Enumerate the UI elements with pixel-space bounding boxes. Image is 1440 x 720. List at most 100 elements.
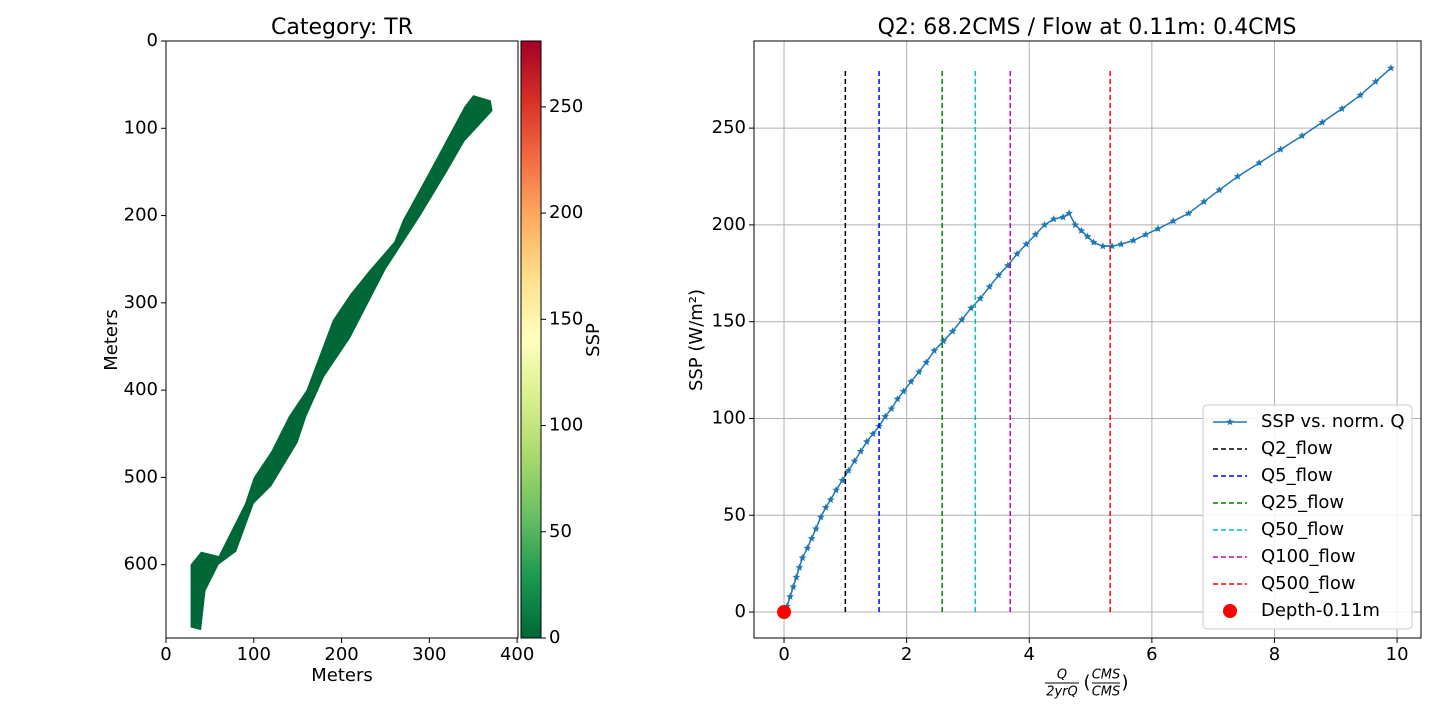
y-tick-label: 50 (723, 504, 746, 525)
paren: ( (1083, 672, 1090, 693)
marker (856, 447, 865, 455)
colorbar-tick-label: 200 (549, 202, 583, 223)
x-axis-label: Q 2yrQ ( CMS CMS ) (1045, 668, 1129, 700)
legend-label: Q25_flow (1261, 492, 1344, 513)
y-tick-label: 600 (124, 554, 158, 575)
marker (922, 358, 931, 366)
marker (1215, 186, 1224, 194)
marker (907, 377, 915, 385)
marker (915, 368, 923, 376)
marker (1031, 230, 1040, 238)
marker (1022, 240, 1030, 248)
x-label-unit-denominator: CMS (1092, 685, 1121, 700)
legend-label: Q50_flow (1261, 519, 1344, 540)
x-tick-label: 6 (1146, 644, 1157, 665)
marker (869, 429, 877, 438)
paren: ) (1121, 672, 1128, 693)
marker (838, 476, 847, 484)
y-tick-label: 500 (124, 466, 158, 487)
y-tick-label: 0 (147, 30, 158, 51)
river-reach (190, 95, 493, 631)
marker (1276, 145, 1285, 153)
marker (1013, 249, 1021, 258)
x-tick-label: 8 (1269, 644, 1280, 665)
marker (786, 592, 794, 600)
marker (792, 573, 801, 581)
colorbar-tick-label: 0 (549, 627, 560, 648)
marker (994, 271, 1003, 279)
marker (1200, 197, 1208, 205)
colorbar-label: SSP (583, 323, 604, 357)
marker (1071, 220, 1080, 229)
marker (1059, 213, 1067, 221)
y-tick-label: 150 (712, 311, 746, 332)
marker (795, 563, 804, 571)
marker (1255, 158, 1263, 167)
colorbar-tick-label: 150 (549, 308, 583, 329)
marker (1387, 64, 1395, 72)
marker (887, 404, 896, 413)
y-axis-label: Meters (101, 309, 122, 371)
x-label-numerator: Q (1057, 668, 1067, 683)
legend-label: Q2_flow (1261, 438, 1333, 459)
y-tick-label: 200 (124, 205, 158, 226)
marker (1117, 240, 1126, 248)
marker (1129, 236, 1138, 244)
colorbar-tick-label: 50 (549, 521, 572, 542)
x-tick-label: 0 (160, 644, 171, 665)
x-tick-label: 10 (1386, 644, 1409, 665)
marker (976, 294, 985, 302)
marker (1338, 104, 1346, 112)
chart-title: Q2: 68.2CMS / Flow at 0.11m: 0.4CMS (878, 15, 1297, 40)
y-tick-label: 400 (124, 379, 158, 400)
marker (1141, 230, 1150, 238)
marker (1089, 238, 1098, 246)
x-label-denominator: 2yrQ (1046, 685, 1078, 700)
marker (850, 457, 859, 465)
marker (930, 346, 939, 354)
marker (832, 486, 840, 494)
legend-swatch (1226, 418, 1234, 426)
marker (1169, 217, 1178, 225)
chart-title: Category: TR (271, 15, 413, 40)
marker (821, 503, 830, 511)
y-tick-label: 300 (124, 292, 158, 313)
plot-frame (753, 40, 1422, 639)
y-axis-label: SSP (W/m²) (686, 289, 707, 391)
legend-box (1202, 404, 1413, 630)
marker (1318, 118, 1327, 126)
marker (863, 437, 871, 445)
marker (817, 513, 825, 521)
legend-swatch (1223, 604, 1237, 618)
marker (881, 412, 889, 420)
marker (844, 466, 853, 474)
legend-label: Q5_flow (1261, 465, 1333, 486)
colorbar-tick-label: 100 (549, 415, 583, 436)
legend-label: Depth-0.11m (1261, 600, 1380, 621)
legend-label: Q500_flow (1261, 573, 1356, 594)
marker (1356, 91, 1365, 99)
y-tick-label: 250 (712, 117, 746, 138)
marker (812, 524, 820, 533)
legend: SSP vs. norm. Q Q2_flow Q5_flow Q25_flow Q50… (1202, 404, 1413, 630)
marker (1184, 209, 1193, 217)
x-tick-label: 0 (778, 644, 789, 665)
legend-label: SSP vs. norm. Q (1261, 411, 1405, 432)
marker (789, 582, 798, 591)
marker (985, 282, 994, 291)
marker (899, 387, 908, 395)
point (777, 605, 792, 620)
y-tick-label: 100 (124, 117, 158, 138)
x-tick-label: 4 (1024, 644, 1035, 665)
x-tick-label: 400 (500, 644, 534, 665)
x-tick-label: 200 (324, 644, 358, 665)
marker (1108, 242, 1116, 250)
marker (807, 534, 816, 542)
x-tick-label: 2 (901, 644, 912, 665)
marker (939, 337, 948, 345)
y-tick-label: 200 (712, 214, 746, 235)
marker (893, 395, 902, 403)
marker (1049, 215, 1058, 223)
